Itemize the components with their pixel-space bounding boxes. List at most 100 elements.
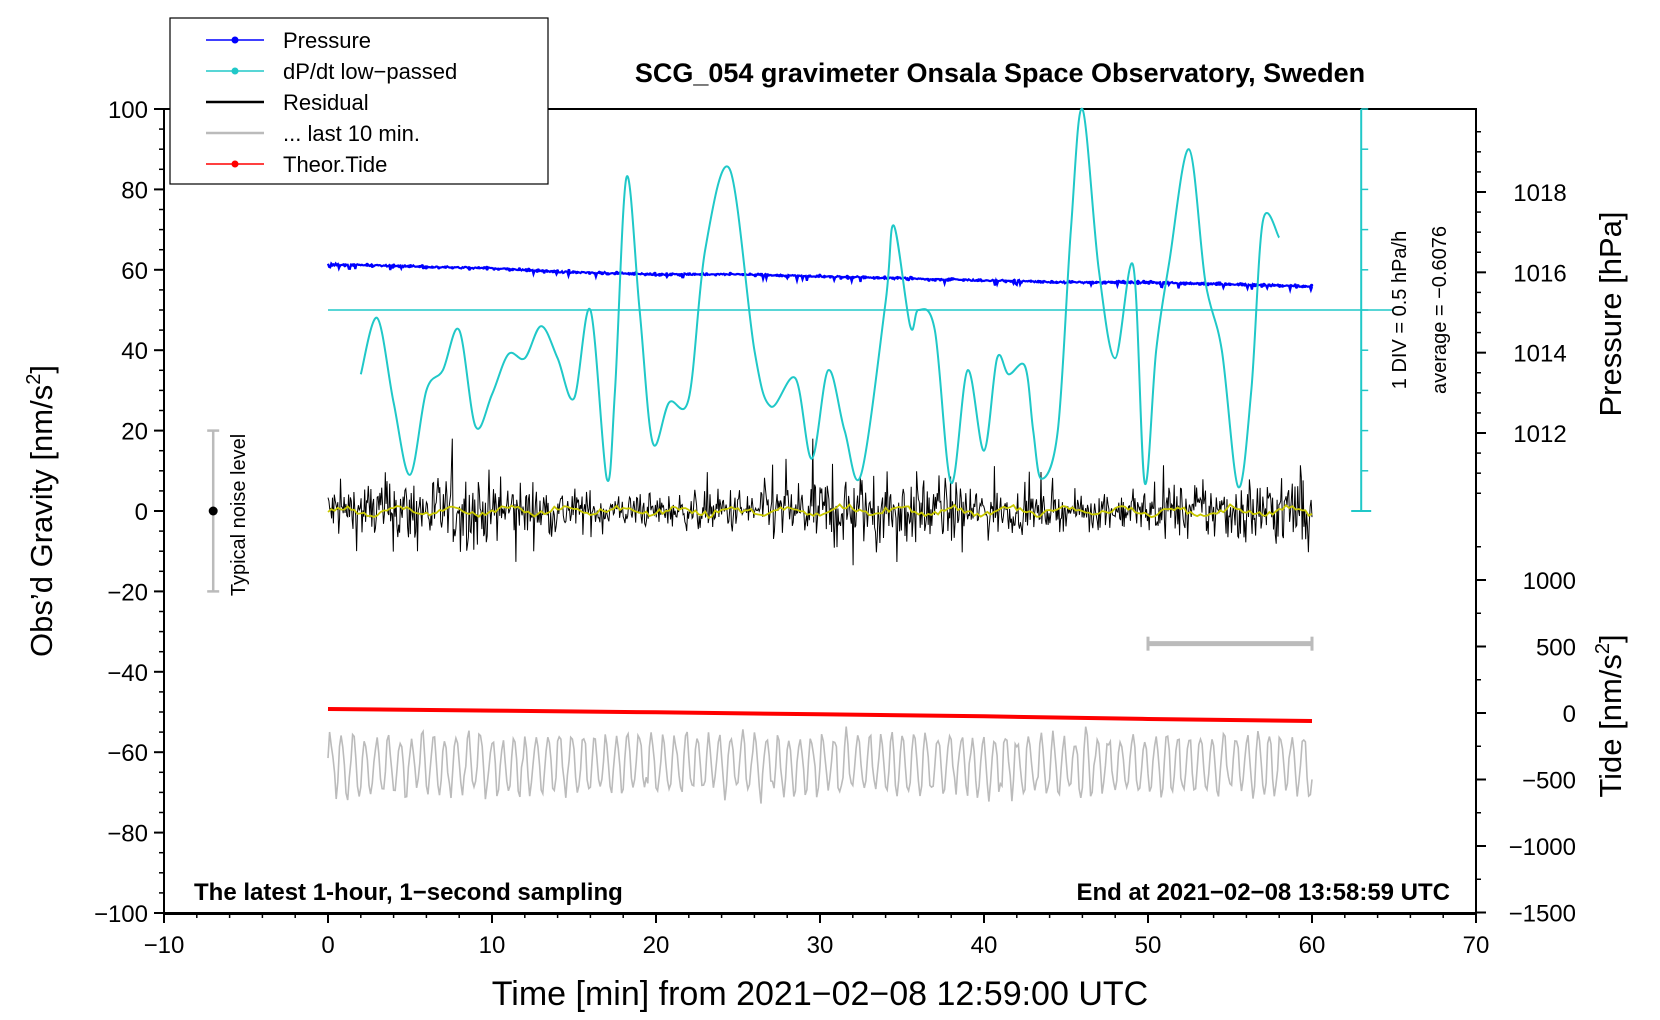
dpdt-scale-label: 1 DIV = 0.5 hPa/h bbox=[1389, 231, 1411, 389]
x-tick-label: 60 bbox=[1299, 932, 1326, 959]
pressure-point bbox=[555, 269, 560, 273]
pressure-point bbox=[688, 272, 692, 276]
pressure-point bbox=[753, 273, 758, 277]
y-tick-label: −100 bbox=[94, 901, 148, 928]
pressure-point bbox=[1260, 284, 1264, 288]
pressure-point bbox=[337, 264, 341, 268]
pressure-tick-label: 1014 bbox=[1513, 341, 1566, 368]
pressure-point bbox=[1088, 281, 1092, 285]
pressure-point bbox=[1184, 281, 1189, 285]
pressure-point bbox=[424, 266, 428, 270]
pressure-point bbox=[1252, 283, 1256, 287]
noise-level-label: Typical noise level bbox=[228, 434, 250, 596]
pressure-point bbox=[524, 268, 528, 272]
pressure-point bbox=[369, 263, 373, 267]
pressure-point bbox=[895, 275, 900, 280]
pressure-point bbox=[1167, 281, 1171, 285]
data-layer bbox=[326, 107, 1314, 804]
pressure-point bbox=[931, 278, 935, 282]
pressure-point bbox=[1011, 279, 1015, 283]
pressure-point bbox=[962, 278, 966, 282]
pressure-point bbox=[780, 274, 784, 278]
pressure-point bbox=[863, 276, 867, 280]
pressure-point bbox=[1055, 280, 1059, 285]
pressure-point bbox=[485, 267, 489, 271]
pressure-point bbox=[883, 275, 887, 279]
chart-title: SCG_054 gravimeter Onsala Space Observat… bbox=[635, 58, 1365, 88]
x-axis-label: Time [min] from 2021−02−08 12:59:00 UTC bbox=[492, 975, 1148, 1013]
noise-level-center bbox=[208, 506, 218, 516]
pressure-point bbox=[933, 278, 937, 282]
pressure-point bbox=[1240, 282, 1244, 286]
x-tick-label: −10 bbox=[144, 932, 185, 959]
y-tick-label: 40 bbox=[121, 338, 148, 365]
pressure-point bbox=[1294, 285, 1299, 289]
pressure-tick-label: 1016 bbox=[1513, 260, 1566, 287]
pressure-point bbox=[575, 270, 579, 274]
y-tick-label: 60 bbox=[121, 258, 148, 285]
pressure-point bbox=[669, 272, 674, 276]
pressure-point bbox=[759, 272, 763, 276]
pressure-point bbox=[528, 268, 532, 272]
pressure-point bbox=[1070, 280, 1074, 284]
pressure-point bbox=[1218, 281, 1222, 285]
pressure-point bbox=[430, 265, 434, 269]
pressure-point bbox=[741, 273, 745, 277]
pressure-point bbox=[1223, 282, 1228, 286]
pressure-point bbox=[1262, 282, 1266, 286]
pressure-point bbox=[444, 265, 448, 269]
residual-line bbox=[327, 438, 1313, 566]
pressure-point bbox=[756, 272, 760, 276]
tide-tick-label: 1000 bbox=[1523, 568, 1576, 595]
pressure-point bbox=[693, 272, 697, 276]
pressure-point bbox=[872, 276, 876, 280]
x-tick-label: 20 bbox=[643, 932, 670, 959]
x-tick-label: 70 bbox=[1463, 932, 1490, 959]
pressure-point bbox=[605, 272, 609, 276]
pressure-point bbox=[588, 271, 592, 275]
pressure-point bbox=[728, 271, 732, 275]
pressure-point bbox=[1004, 280, 1008, 284]
pressure-point bbox=[1051, 280, 1055, 284]
legend: Pressure dP/dt low−passed Residual ... last… bbox=[169, 17, 549, 185]
pressure-point bbox=[644, 272, 648, 276]
footer-right-note: End at 2021−02−08 13:58:59 UTC bbox=[1076, 879, 1450, 906]
pressure-point bbox=[766, 273, 770, 277]
pressure-point bbox=[784, 274, 788, 278]
pressure-point bbox=[418, 265, 422, 269]
pressure-point bbox=[705, 272, 709, 276]
pressure-point bbox=[665, 272, 669, 276]
dpdt-average-label: average = −0.6076 bbox=[1429, 226, 1451, 394]
legend-label: Residual bbox=[283, 90, 369, 115]
pressure-point bbox=[648, 272, 652, 276]
pressure-point bbox=[1109, 280, 1113, 284]
pressure-point bbox=[330, 263, 334, 267]
x-tick-label: 30 bbox=[807, 932, 834, 959]
pressure-point bbox=[891, 276, 895, 280]
y-tick-label: 20 bbox=[121, 419, 148, 446]
pressure-point bbox=[678, 273, 682, 277]
pressure-point bbox=[1209, 282, 1213, 286]
x-tick-label: 10 bbox=[479, 932, 506, 959]
pressure-point bbox=[822, 275, 826, 279]
pressure-point bbox=[1091, 280, 1095, 284]
pressure-point bbox=[477, 266, 481, 270]
pressure-point bbox=[927, 278, 931, 282]
pressure-point bbox=[1267, 283, 1271, 287]
pressure-point bbox=[1136, 279, 1140, 283]
y-tick-label: −60 bbox=[107, 740, 148, 767]
pressure-point bbox=[975, 278, 980, 283]
last-10-min-line bbox=[327, 726, 1313, 804]
pressure-point bbox=[633, 272, 637, 276]
pressure-point bbox=[1289, 284, 1293, 288]
pressure-point bbox=[652, 272, 656, 276]
pressure-point bbox=[615, 271, 620, 275]
x-tick-label: 40 bbox=[971, 932, 998, 959]
residual-smoothed-line bbox=[327, 503, 1313, 519]
x-tick-label: 50 bbox=[1135, 932, 1162, 959]
pressure-point bbox=[1142, 279, 1146, 283]
annotations bbox=[207, 108, 1394, 651]
pressure-point bbox=[545, 269, 549, 273]
pressure-point bbox=[839, 276, 843, 280]
